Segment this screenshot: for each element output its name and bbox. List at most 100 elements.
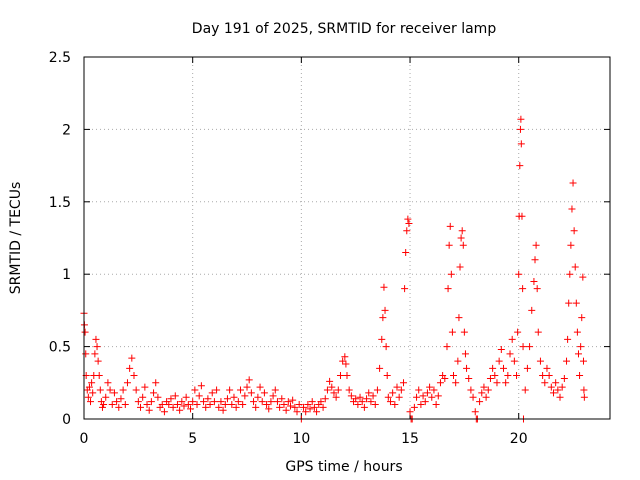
data-point — [241, 392, 249, 400]
data-point — [234, 398, 242, 406]
data-point — [232, 403, 240, 411]
data-point — [499, 364, 507, 372]
data-point — [577, 343, 585, 351]
data-point — [426, 383, 434, 391]
data-point — [401, 285, 409, 293]
data-point — [436, 379, 444, 387]
data-point — [514, 328, 522, 336]
data-point — [289, 396, 297, 404]
data-point — [189, 398, 197, 406]
data-point — [518, 212, 526, 220]
data-point — [395, 393, 403, 401]
data-point — [486, 374, 494, 382]
data-point — [88, 379, 96, 387]
data-point — [304, 401, 312, 409]
data-point — [254, 393, 262, 401]
data-point — [265, 405, 273, 413]
data-point — [145, 406, 153, 414]
data-point — [576, 372, 584, 380]
data-point — [354, 401, 362, 409]
data-point — [441, 374, 449, 382]
data-point — [443, 343, 451, 351]
data-point — [321, 395, 329, 403]
data-point — [579, 357, 587, 365]
data-point — [202, 403, 210, 411]
data-point — [480, 383, 488, 391]
data-point — [556, 393, 564, 401]
data-point — [530, 277, 538, 285]
x-tick-label: 10 — [292, 431, 310, 447]
data-point — [336, 372, 344, 380]
data-point — [446, 222, 454, 230]
data-point — [217, 398, 225, 406]
data-point — [95, 372, 103, 380]
y-tick-label: 0.5 — [49, 340, 71, 356]
data-point — [319, 403, 327, 411]
data-point — [273, 398, 281, 406]
data-point — [342, 360, 350, 368]
data-point — [178, 398, 186, 406]
data-point — [143, 401, 151, 409]
data-point — [271, 386, 279, 394]
data-point — [391, 401, 399, 409]
data-point — [469, 393, 477, 401]
data-point — [502, 379, 510, 387]
data-point — [154, 393, 162, 401]
chart-title: Day 191 of 2025, SRMTID for receiver lam… — [192, 21, 497, 37]
data-point — [284, 398, 292, 406]
data-point — [300, 403, 308, 411]
data-point — [383, 372, 391, 380]
data-point — [328, 383, 336, 391]
data-point — [96, 386, 104, 394]
x-axis-label: GPS time / hours — [285, 459, 402, 475]
data-point — [531, 256, 539, 264]
y-axis-label: SRMTID / TECUs — [8, 182, 24, 295]
data-point — [400, 379, 408, 387]
data-point — [384, 393, 392, 401]
data-point — [278, 395, 286, 403]
data-point — [376, 364, 384, 372]
data-point — [516, 125, 524, 133]
data-point — [87, 398, 95, 406]
data-point — [347, 392, 355, 400]
data-point — [343, 372, 351, 380]
y-tick-label: 1.5 — [49, 195, 71, 211]
data-point — [579, 273, 587, 281]
data-point — [200, 398, 208, 406]
data-point — [158, 401, 166, 409]
data-point — [539, 372, 547, 380]
data-point — [360, 403, 368, 411]
data-point — [382, 343, 390, 351]
data-point — [564, 335, 572, 343]
data-point — [365, 389, 373, 397]
data-point — [247, 389, 255, 397]
data-point — [317, 398, 325, 406]
y-tick-label: 2 — [62, 122, 71, 138]
data-point — [302, 408, 310, 416]
data-point — [534, 328, 542, 336]
data-point — [132, 386, 140, 394]
data-point — [108, 401, 116, 409]
data-point — [378, 335, 386, 343]
data-point — [450, 372, 458, 380]
data-point — [482, 393, 490, 401]
data-point — [574, 350, 582, 358]
data-point — [134, 398, 142, 406]
data-point — [169, 403, 177, 411]
data-point — [570, 227, 578, 235]
data-point — [547, 383, 555, 391]
data-point — [454, 357, 462, 365]
y-tick-label: 1 — [62, 267, 71, 283]
data-point — [513, 372, 521, 380]
data-point — [519, 285, 527, 293]
data-point — [215, 403, 223, 411]
data-point — [393, 383, 401, 391]
data-point — [204, 395, 212, 403]
data-point — [406, 408, 414, 416]
data-point — [517, 115, 525, 123]
data-point — [456, 263, 464, 271]
data-point — [532, 241, 540, 249]
data-point — [245, 376, 253, 384]
data-point — [386, 398, 394, 406]
